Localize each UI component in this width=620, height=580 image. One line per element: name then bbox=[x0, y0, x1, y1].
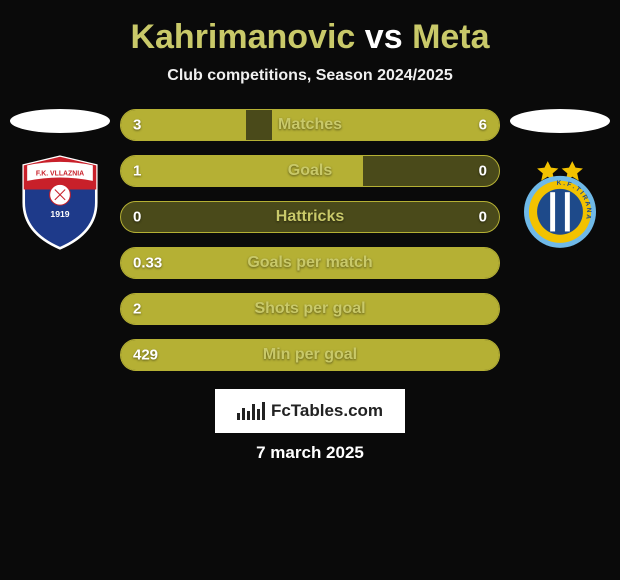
left-player-name-pill bbox=[10, 109, 110, 133]
round-crest-icon: K . F . T I R A N A bbox=[515, 152, 605, 252]
comparison-content: F.K. VLLAZNIA 1919 3 6 Matches 1 0 Goals 0 0 Hat… bbox=[0, 109, 620, 371]
title-left-player: Kahrimanovic bbox=[130, 18, 355, 56]
right-player-name-pill bbox=[510, 109, 610, 133]
stat-value-left: 1 bbox=[133, 163, 141, 180]
stat-value-left: 429 bbox=[133, 347, 158, 364]
stat-row: 429 Min per goal bbox=[120, 339, 500, 371]
stat-value-right: 6 bbox=[479, 117, 487, 134]
stat-value-left: 0.33 bbox=[133, 255, 162, 272]
left-player-column: F.K. VLLAZNIA 1919 bbox=[10, 109, 110, 247]
stat-row: 0.33 Goals per match bbox=[120, 247, 500, 279]
crest-year: 1919 bbox=[50, 209, 69, 219]
page-title: Kahrimanovic vs Meta bbox=[0, 18, 620, 57]
site-badge[interactable]: FcTables.com bbox=[215, 389, 405, 433]
stat-value-right: 0 bbox=[479, 209, 487, 226]
stat-row: 3 6 Matches bbox=[120, 109, 500, 141]
stat-label: Goals bbox=[288, 162, 332, 180]
title-right-player: Meta bbox=[412, 18, 489, 56]
right-club-crest: K . F . T I R A N A bbox=[515, 157, 605, 247]
shield-icon: F.K. VLLAZNIA 1919 bbox=[15, 155, 105, 250]
crest-top-text: F.K. VLLAZNIA bbox=[36, 170, 84, 177]
right-player-column: K . F . T I R A N A bbox=[510, 109, 610, 247]
title-vs: vs bbox=[365, 18, 403, 56]
stat-label: Hattricks bbox=[276, 208, 344, 226]
footer-date: 7 march 2025 bbox=[0, 443, 620, 463]
subtitle: Club competitions, Season 2024/2025 bbox=[0, 67, 620, 85]
site-label: FcTables.com bbox=[271, 401, 383, 421]
stat-label: Min per goal bbox=[263, 346, 357, 364]
stat-value-left: 0 bbox=[133, 209, 141, 226]
stat-label: Goals per match bbox=[247, 254, 372, 272]
stat-value-left: 3 bbox=[133, 117, 141, 134]
left-club-crest: F.K. VLLAZNIA 1919 bbox=[15, 157, 105, 247]
chart-icon bbox=[237, 402, 265, 420]
stat-label: Shots per goal bbox=[254, 300, 365, 318]
stat-value-right: 0 bbox=[479, 163, 487, 180]
stat-value-left: 2 bbox=[133, 301, 141, 318]
stat-label: Matches bbox=[278, 116, 342, 134]
stat-bars: 3 6 Matches 1 0 Goals 0 0 Hattricks 0.33 Goals per… bbox=[120, 109, 500, 371]
stat-row: 1 0 Goals bbox=[120, 155, 500, 187]
stat-row: 2 Shots per goal bbox=[120, 293, 500, 325]
stat-row: 0 0 Hattricks bbox=[120, 201, 500, 233]
